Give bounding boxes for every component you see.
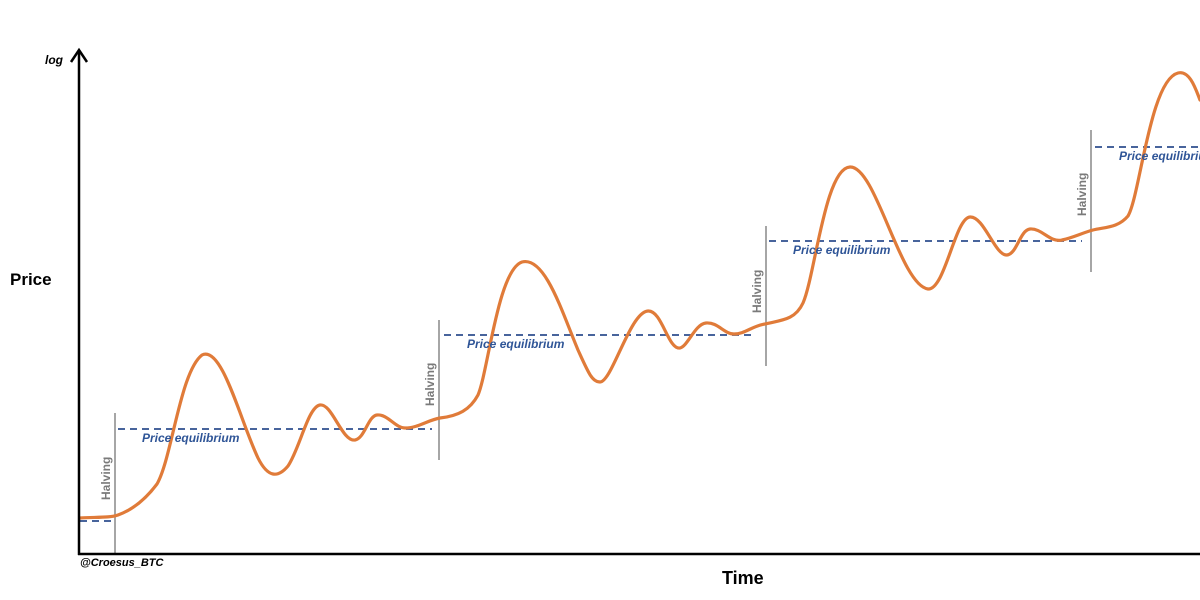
equilibrium-label: Price equilibrium xyxy=(1119,149,1200,163)
y-scale-label: log xyxy=(45,53,64,67)
equilibrium-label: Price equilibrium xyxy=(793,243,891,257)
halving-label: Halving xyxy=(750,270,764,313)
y-axis-label: Price xyxy=(10,270,52,289)
price-line xyxy=(78,71,1200,520)
halving-label: Halving xyxy=(423,363,437,406)
halving-label: Halving xyxy=(99,457,113,500)
equilibrium-label: Price equilibrium xyxy=(467,337,565,351)
equilibrium-labels: Price equilibrium Price equilibrium Pric… xyxy=(142,149,1200,445)
author-credit: @Croesus_BTC xyxy=(80,557,165,569)
halving-labels: Halving Halving Halving Halving xyxy=(99,173,1089,500)
x-axis-label: Time xyxy=(722,568,764,588)
halving-markers xyxy=(114,130,1092,554)
halving-label: Halving xyxy=(1075,173,1089,216)
equilibrium-lines xyxy=(80,146,1200,522)
axes xyxy=(69,47,1200,556)
equilibrium-label: Price equilibrium xyxy=(142,431,240,445)
y-axis-arrowhead xyxy=(69,47,89,63)
